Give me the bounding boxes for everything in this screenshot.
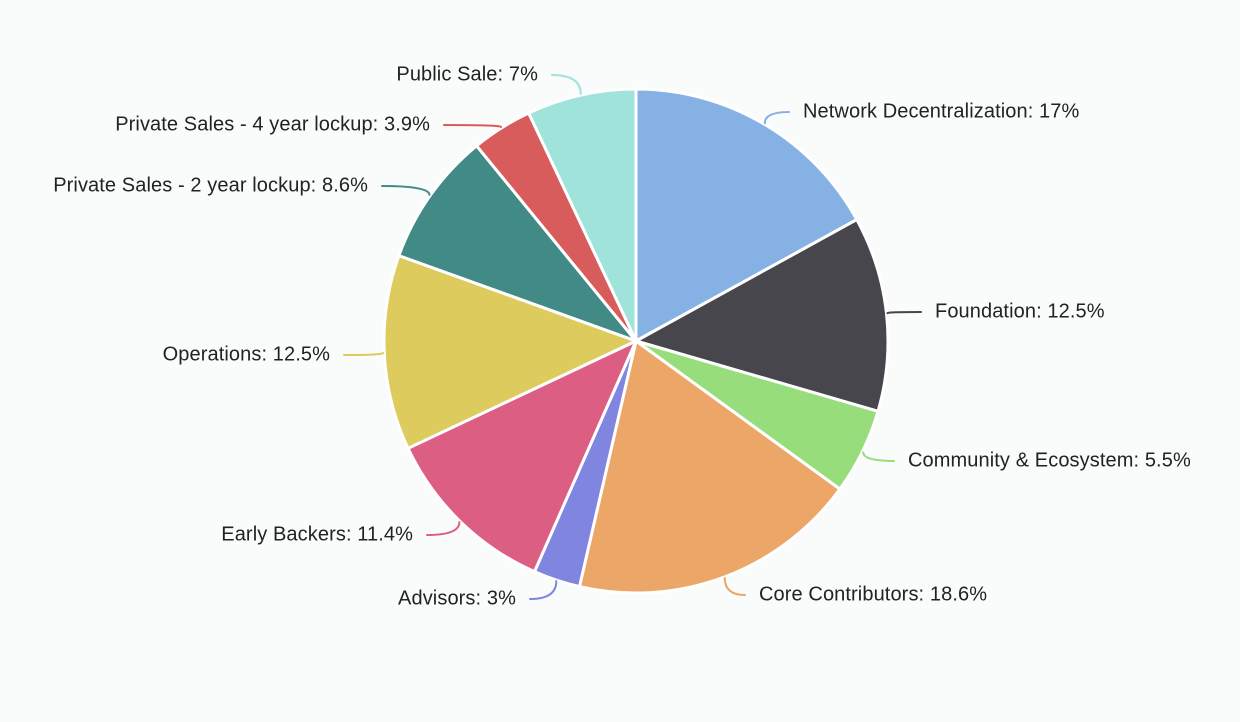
slice-name: Advisors — [398, 587, 476, 610]
pie-label-foundation: Foundation: 12.5% — [935, 301, 1105, 323]
label-connector-foundation — [886, 311, 922, 315]
pie-slice-public-sale[interactable] — [527, 87, 638, 343]
slice-name: Private Sales - 2 year lockup — [53, 174, 311, 197]
label-connector-core-contributors — [723, 576, 746, 596]
pie-label-early-backers: Early Backers: 11.4% — [221, 524, 413, 546]
slice-value: 18.6 — [929, 583, 970, 606]
slice-value: 12.5 — [1047, 300, 1087, 323]
slice-separator: : — [1133, 449, 1145, 472]
slice-value: 7 — [508, 63, 521, 86]
label-connector-public-sale — [551, 74, 582, 96]
slice-percent-sign: % — [1086, 300, 1105, 323]
label-connector-advisors — [529, 580, 558, 600]
slice-separator: : — [261, 343, 273, 366]
label-connector-community-ecosystem — [862, 451, 895, 462]
slice-percent-sign: % — [1061, 100, 1080, 123]
slice-name: Community & Ecosystem — [908, 449, 1134, 472]
slice-name: Public Sale — [396, 63, 498, 86]
slice-value: 3 — [486, 587, 499, 610]
slice-name: Core Contributors — [759, 583, 919, 606]
slice-name: Private Sales - 4 year lockup — [115, 113, 373, 136]
pie-label-advisors: Advisors: 3% — [398, 588, 516, 610]
label-connector-early-backers — [426, 521, 461, 536]
slice-separator: : — [372, 113, 384, 136]
pie-slice-foundation[interactable] — [634, 218, 890, 413]
slice-percent-sign: % — [520, 63, 538, 86]
slice-percent-sign: % — [312, 343, 330, 366]
slice-value: 17 — [1039, 100, 1062, 123]
pie-slice-core-contributors[interactable] — [578, 339, 842, 595]
slice-name: Foundation — [935, 300, 1037, 323]
pie-label-core-contributors: Core Contributors: 18.6% — [759, 584, 987, 606]
slice-separator: : — [1036, 300, 1048, 323]
pie-label-network-decentralization: Network Decentralization: 17% — [803, 101, 1079, 123]
label-connector-operations — [343, 351, 385, 356]
slice-name: Network Decentralization — [803, 100, 1028, 123]
pie-label-private-sales-4-year-lockup: Private Sales - 4 year lockup: 3.9% — [115, 114, 430, 136]
slice-value: 3.9 — [384, 113, 413, 136]
pie-slice-private-sales-2-year-lockup[interactable] — [397, 144, 638, 343]
slice-percent-sign: % — [498, 587, 516, 610]
slice-value: 12.5 — [272, 343, 313, 366]
pie-label-community-ecosystem: Community & Ecosystem: 5.5% — [908, 450, 1191, 472]
slice-separator: : — [918, 583, 930, 606]
slice-separator: : — [497, 63, 509, 86]
slice-name: Early Backers — [221, 523, 346, 546]
label-connector-private-sales-4-year-lockup — [443, 124, 503, 128]
pie-label-operations: Operations: 12.5% — [163, 344, 330, 366]
slice-percent-sign: % — [412, 113, 430, 136]
slice-percent-sign: % — [395, 523, 413, 546]
slice-percent-sign: % — [1172, 449, 1191, 472]
slice-separator: : — [1027, 100, 1040, 123]
pie-label-public-sale: Public Sale: 7% — [396, 64, 538, 86]
label-connector-private-sales-2-year-lockup — [381, 185, 431, 196]
slice-separator: : — [345, 523, 358, 546]
slice-percent-sign: % — [969, 583, 988, 606]
pie-slice-operations[interactable] — [382, 254, 638, 450]
slice-percent-sign: % — [350, 174, 368, 197]
label-connector-network-decentralization — [763, 111, 790, 125]
pie-slice-network-decentralization[interactable] — [634, 87, 859, 343]
slice-value: 5.5 — [1144, 449, 1173, 472]
slice-separator: : — [310, 174, 322, 197]
slice-name: Operations — [162, 343, 262, 366]
slice-separator: : — [475, 587, 487, 610]
slice-value: 11.4 — [357, 523, 396, 546]
pie-label-private-sales-2-year-lockup: Private Sales - 2 year lockup: 8.6% — [53, 175, 368, 197]
slice-value: 8.6 — [322, 174, 351, 197]
